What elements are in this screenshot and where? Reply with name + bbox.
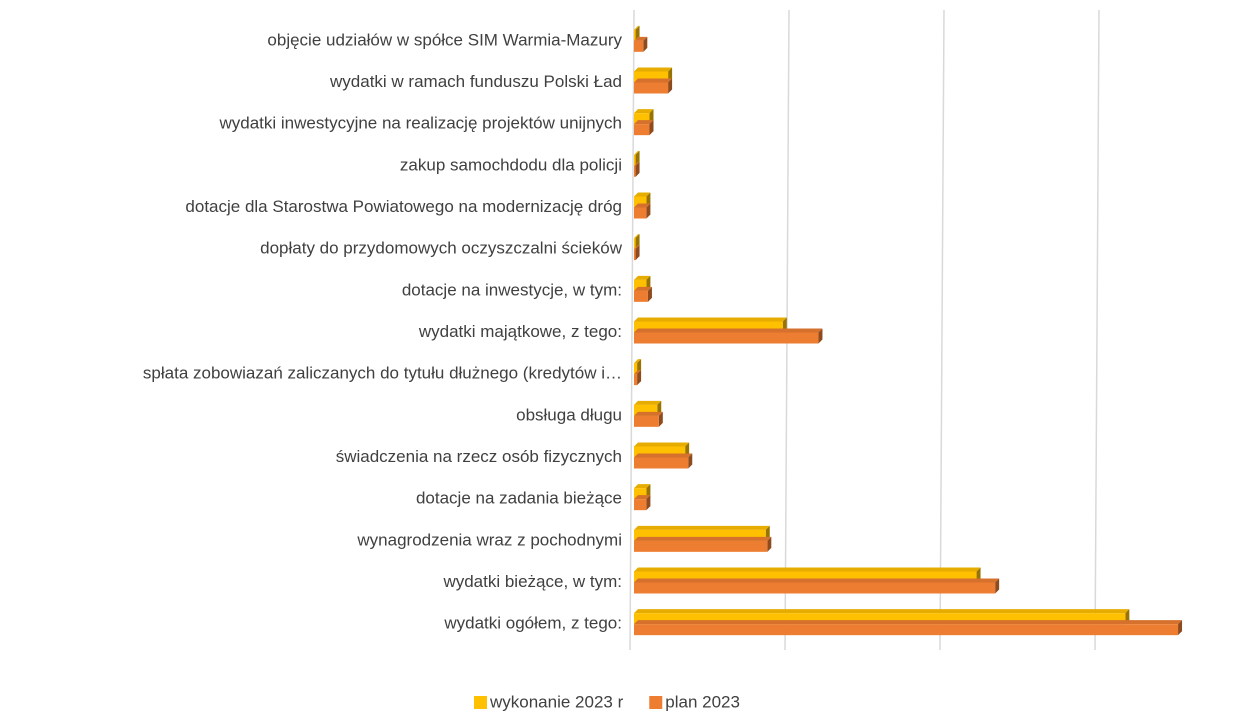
y-tick-label: dopłaty do przydomowych oczyszczalni ści… <box>260 239 623 258</box>
bar-top <box>634 453 693 458</box>
bar <box>634 290 648 302</box>
bar-top <box>634 536 772 541</box>
bar <box>634 154 636 166</box>
bar-top <box>634 359 642 364</box>
bar-top <box>634 275 651 280</box>
bar <box>634 571 977 583</box>
bar <box>634 207 647 219</box>
bar-top <box>634 317 787 322</box>
y-tick-label: wydatki inwestycyjne na realizację proje… <box>218 114 622 133</box>
bar-top <box>634 78 673 83</box>
bar-side <box>767 536 772 552</box>
y-tick-label: świadczenia na rzecz osób fizycznych <box>336 447 622 466</box>
bar-top <box>634 567 981 572</box>
y-tick-label: wydatki w ramach funduszu Polski Ład <box>329 72 622 91</box>
bar-top <box>634 245 640 250</box>
bar <box>634 249 636 261</box>
y-tick-label: wydatki majątkowe, z tego: <box>418 322 622 341</box>
bar-side <box>658 411 663 427</box>
y-tick-label: zakup samochdodu dla policji <box>400 155 622 174</box>
y-tick-label: objęcie udziałów w spółce SIM Warmia-Maz… <box>267 30 622 49</box>
bar <box>634 71 669 83</box>
bar <box>634 613 1126 625</box>
y-tick-label: wynagrodzenia wraz z pochodnymi <box>356 530 622 549</box>
bar-top <box>634 400 662 405</box>
bar-side <box>668 78 673 94</box>
bar <box>634 499 647 511</box>
bar-side <box>635 245 640 261</box>
bar <box>634 457 689 469</box>
bar-top <box>634 609 1130 614</box>
bar-side <box>995 578 1000 594</box>
bar-top <box>634 578 1000 583</box>
bar-top <box>634 109 654 114</box>
y-tick-label: wydatki ogółem, z tego: <box>443 614 622 633</box>
grid-line <box>939 9 945 651</box>
bar-side <box>646 203 651 219</box>
bar-side <box>643 36 648 52</box>
y-tick-label: dotacje na inwestycje, w tym: <box>402 280 622 299</box>
bar-top <box>634 161 640 166</box>
bar <box>634 540 768 552</box>
bar <box>634 446 686 458</box>
bar <box>634 238 636 250</box>
bar-side <box>688 453 693 469</box>
bar <box>634 332 819 344</box>
bar <box>634 624 1179 636</box>
bar-top <box>634 525 770 530</box>
legend-swatch <box>474 696 487 709</box>
bar-top <box>634 192 651 197</box>
y-tick-label: obsługa długu <box>516 405 622 424</box>
y-tick-label: spłata zobowiazań zaliczanych do tytułu … <box>143 364 622 383</box>
bar <box>634 113 650 125</box>
bar <box>634 124 650 136</box>
y-tick-label: wydatki bieżące, w tym: <box>442 572 622 591</box>
bar-top <box>634 484 651 489</box>
bar-top <box>634 286 652 291</box>
bar <box>634 363 638 375</box>
y-tick-label: dotacje na zadania bieżące <box>416 489 622 508</box>
bar-top <box>634 411 663 416</box>
bar-top <box>634 25 640 30</box>
bar <box>634 529 766 541</box>
bar <box>634 40 644 52</box>
bar <box>634 165 636 177</box>
legend-label: wykonanie 2023 r <box>489 692 624 711</box>
bar-top <box>634 328 823 333</box>
bar-top <box>634 150 640 155</box>
bar-top <box>634 620 1183 625</box>
bar <box>634 29 636 41</box>
bar-top <box>634 36 648 41</box>
bar-side <box>646 495 651 511</box>
bar-top <box>634 495 651 500</box>
y-tick-label: dotacje dla Starostwa Powiatowego na mod… <box>185 197 622 216</box>
bar-side <box>637 370 642 386</box>
bar-top <box>634 370 642 375</box>
bar <box>634 488 647 500</box>
legend-label: plan 2023 <box>665 692 740 711</box>
bar-top <box>634 67 673 72</box>
bar-side <box>635 161 640 177</box>
bar <box>634 374 638 386</box>
bar-top <box>634 203 651 208</box>
bar-side <box>649 120 654 136</box>
bar-side <box>647 286 652 302</box>
grid-line <box>1094 9 1100 651</box>
bar-side <box>1178 620 1183 636</box>
bar-top <box>634 442 690 447</box>
bar <box>634 196 647 208</box>
legend-swatch <box>649 696 663 709</box>
bar <box>634 415 659 427</box>
bar <box>634 582 996 594</box>
grid-line <box>629 9 635 651</box>
bar <box>634 321 783 333</box>
bar-top <box>634 234 640 239</box>
bar-side <box>818 328 823 344</box>
bar-top <box>634 120 654 125</box>
bar <box>634 404 658 416</box>
bar <box>634 279 647 291</box>
bar <box>634 82 669 94</box>
